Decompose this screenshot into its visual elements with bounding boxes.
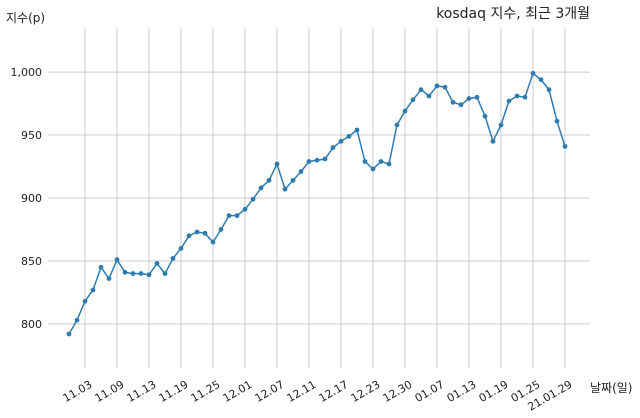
data-point	[298, 169, 304, 174]
data-point	[474, 94, 480, 100]
data-point	[458, 102, 464, 108]
data-point	[538, 77, 544, 83]
data-point	[338, 138, 344, 144]
x-axis-label: 날짜(일)	[590, 381, 632, 395]
data-point	[410, 97, 416, 103]
y-tick-label: 1,000	[11, 66, 43, 79]
x-tick-label: 12.11	[285, 378, 319, 405]
data-point	[346, 133, 352, 139]
data-points	[66, 70, 568, 337]
data-point	[370, 166, 376, 172]
x-tick-label: 12.17	[317, 378, 351, 405]
data-point	[554, 118, 560, 124]
data-point	[418, 87, 424, 93]
data-point	[466, 96, 472, 101]
chart-title: kosdaq 지수, 최근 3개월	[436, 6, 590, 22]
x-tick-label: 11.09	[93, 378, 127, 405]
data-point	[210, 239, 216, 245]
data-point	[178, 245, 184, 251]
data-point	[162, 271, 168, 276]
data-point	[362, 159, 368, 164]
data-point	[394, 122, 400, 128]
data-point	[354, 127, 360, 133]
data-point	[426, 93, 432, 99]
data-point	[242, 206, 248, 212]
y-tick-labels: 800 850 900 950 1,000	[11, 66, 43, 331]
data-point	[98, 264, 104, 270]
data-point	[322, 156, 328, 162]
data-point	[154, 261, 160, 266]
data-point	[498, 122, 504, 128]
data-point	[314, 157, 320, 163]
data-point	[186, 233, 192, 239]
data-point	[274, 161, 280, 167]
data-point	[282, 186, 288, 192]
x-tick-label: 11.25	[189, 378, 223, 405]
data-point	[290, 177, 296, 183]
data-point	[562, 143, 568, 149]
data-point	[258, 185, 264, 191]
y-tick-label: 900	[21, 192, 42, 205]
x-tick-label: 01.13	[445, 378, 479, 405]
x-tick-label: 12.30	[381, 378, 415, 405]
data-point	[106, 276, 112, 281]
x-tick-labels: 11.0311.0911.1311.1911.2512.0112.0712.11…	[61, 378, 575, 414]
data-point	[450, 99, 456, 105]
y-tick-label: 950	[21, 129, 42, 142]
data-point	[90, 287, 96, 293]
data-point	[522, 94, 528, 100]
x-tick-label: 01.19	[477, 378, 511, 405]
data-point	[138, 271, 144, 276]
data-point	[482, 113, 488, 119]
data-point	[218, 227, 224, 232]
x-tick-label: 11.19	[157, 378, 191, 405]
data-point	[330, 145, 336, 151]
data-point	[122, 269, 128, 275]
data-point	[442, 84, 448, 90]
data-point	[202, 230, 208, 236]
data-point	[82, 298, 88, 304]
grid-lines	[48, 28, 590, 368]
y-tick-label: 850	[21, 255, 42, 268]
data-point	[194, 229, 200, 235]
data-point	[266, 177, 272, 183]
data-point	[378, 159, 384, 164]
data-point	[306, 159, 312, 164]
y-tick-label: 800	[21, 318, 42, 331]
x-tick-label: 12.07	[253, 378, 287, 405]
data-point	[114, 257, 120, 263]
data-point	[546, 87, 552, 93]
data-point	[170, 256, 176, 261]
data-point	[386, 161, 392, 167]
data-point	[234, 213, 240, 219]
data-point	[514, 93, 520, 99]
x-tick-label: 12.01	[221, 378, 255, 405]
data-point	[226, 213, 232, 219]
x-tick-label: 11.13	[125, 378, 159, 405]
data-point	[146, 272, 152, 278]
data-point	[434, 83, 440, 89]
x-tick-label: 11.03	[61, 378, 95, 405]
x-tick-label: 12.23	[349, 378, 383, 405]
data-point	[250, 196, 256, 202]
data-point	[402, 108, 408, 114]
data-point	[130, 271, 136, 276]
data-point	[506, 98, 512, 104]
series-line-kosdaq	[68, 72, 566, 335]
data-point	[74, 317, 80, 323]
data-point	[66, 331, 72, 337]
x-tick-label: 01.07	[413, 378, 447, 405]
y-axis-label: 지수(p)	[6, 11, 45, 25]
data-point	[490, 138, 496, 144]
data-point	[530, 70, 536, 76]
